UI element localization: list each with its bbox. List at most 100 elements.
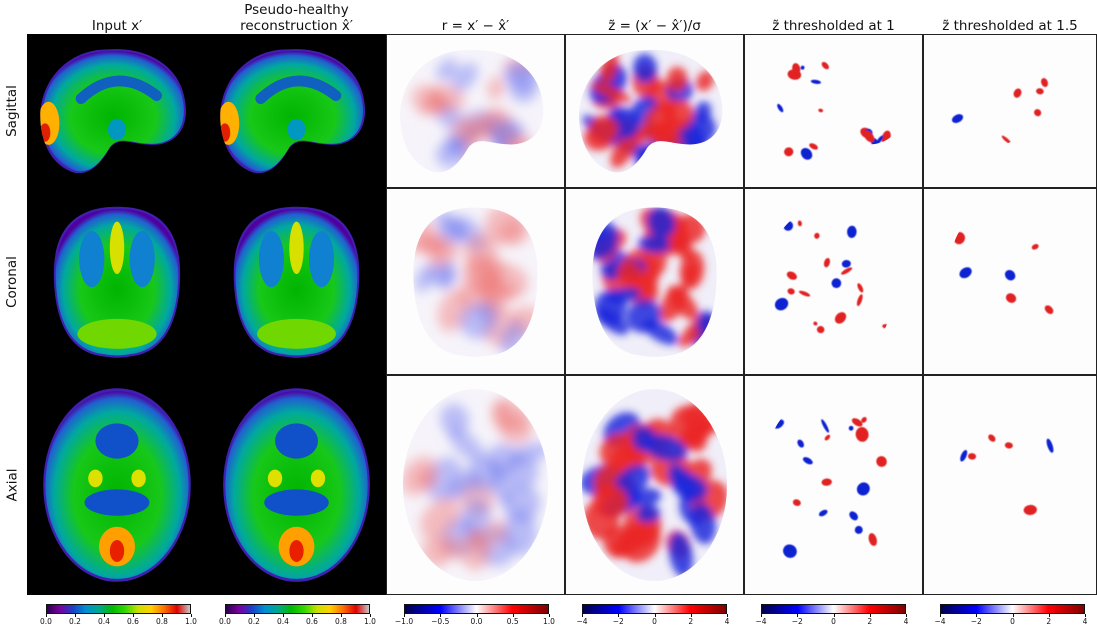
tick-label: 0	[652, 617, 657, 626]
panel-sagittal-resid	[386, 34, 565, 188]
brain-slice-image	[951, 78, 1048, 144]
panel-coronal-resid	[386, 188, 565, 375]
tick-label: 0.2	[248, 617, 260, 626]
tick-mark	[797, 614, 799, 617]
colorbar-ticks: −4 −2 0 2 4	[755, 614, 909, 631]
tick-label: 0.4	[277, 617, 289, 626]
tick-mark	[283, 614, 284, 617]
brain-slice-image	[43, 388, 191, 582]
tick-mark	[940, 614, 941, 617]
brain-slice-image	[53, 206, 181, 358]
tick-mark	[582, 614, 583, 617]
panel-axial-z	[565, 375, 744, 595]
tick-label: 0.8	[156, 617, 168, 626]
tick-label: −4	[934, 617, 946, 626]
tick-label: 0.5	[506, 617, 519, 626]
column-title-z: z̃ = (x′ − x̂′)/σ	[565, 0, 744, 34]
tick-mark	[976, 614, 978, 617]
panel-axial-input	[27, 375, 207, 595]
tick-label: 4	[724, 617, 730, 626]
colorbar-recon	[225, 604, 370, 614]
tick-label: −1.0	[394, 617, 414, 626]
brain-slice-image	[592, 207, 717, 357]
tick-mark	[618, 614, 620, 617]
column-title-line: r = x′ − x̂′	[441, 18, 510, 34]
panel-coronal-z	[565, 188, 744, 375]
tick-mark	[690, 614, 692, 617]
tick-label: 0.6	[306, 617, 318, 626]
colorbar-ticks: 0.0 0.2 0.4 0.6 0.8 1.0	[40, 614, 197, 631]
brain-slice-image	[773, 417, 887, 558]
tick-label: 0.6	[127, 617, 139, 626]
tick-label: −2	[970, 617, 982, 626]
tick-label: 0	[831, 617, 836, 626]
brain-slice-image	[223, 388, 370, 582]
tick-label: 0.8	[335, 617, 347, 626]
tick-label: 0.4	[98, 617, 110, 626]
tick-label: −4	[576, 617, 588, 626]
tick-mark	[75, 614, 76, 617]
panel-sagittal-input	[27, 34, 207, 188]
brain-slice-image	[777, 61, 891, 160]
tick-label: 4	[903, 617, 909, 626]
tick-mark	[869, 614, 871, 617]
brain-slice-image	[413, 207, 538, 357]
column-title-line: reconstruction x̂′	[240, 18, 353, 34]
brain-slice-image	[579, 49, 723, 173]
brain-slice-image	[400, 49, 544, 173]
panel-axial-resid	[386, 375, 565, 595]
column-title-input: Input x′	[27, 0, 207, 34]
tick-mark	[1012, 614, 1014, 617]
panel-coronal-recon	[207, 188, 386, 375]
tick-mark	[654, 614, 656, 617]
column-title-line: Pseudo-healthy	[244, 2, 349, 18]
tick-label: 1.0	[543, 617, 555, 626]
tick-mark	[549, 614, 550, 617]
column-title-zt15: z̃ thresholded at 1.5	[923, 0, 1097, 34]
tick-mark	[133, 614, 134, 617]
tick-label: 4	[1082, 617, 1088, 626]
panel-axial-zt1	[744, 375, 923, 595]
tick-label: −2	[612, 617, 624, 626]
tick-mark	[104, 614, 105, 617]
tick-mark	[46, 614, 47, 617]
panel-axial-zt15	[923, 375, 1097, 595]
colorbar-z	[582, 604, 727, 614]
colorbar-zt1	[761, 604, 906, 614]
tick-mark	[1048, 614, 1050, 617]
tick-mark	[906, 614, 907, 617]
brain-slice-image	[953, 231, 1054, 314]
panel-sagittal-zt1	[744, 34, 923, 188]
panel-coronal-zt1	[744, 188, 923, 375]
column-title-zt1: z̃ thresholded at 1	[744, 0, 923, 34]
brain-slice-image	[960, 434, 1054, 516]
tick-label: 0.0	[219, 617, 231, 626]
tick-label: 0	[1010, 617, 1015, 626]
tick-mark	[370, 614, 371, 617]
column-title-recon: Pseudo-healthy reconstruction x̂′	[207, 0, 386, 34]
colorbar-ticks: −4 −2 0 2 4	[934, 614, 1088, 631]
tick-label: 0.2	[69, 617, 81, 626]
tick-label: 2	[1046, 617, 1052, 626]
tick-mark	[312, 614, 313, 617]
tick-mark	[833, 614, 835, 617]
column-title-line: z̃ = (x′ − x̂′)/σ	[608, 18, 701, 34]
brain-slice-image	[233, 206, 360, 358]
row-label-sagittal: Sagittal	[4, 85, 20, 137]
colorbar-input	[46, 604, 191, 614]
tick-label: 2	[688, 617, 694, 626]
tick-mark	[162, 614, 163, 617]
brain-slice-image	[774, 220, 889, 334]
brain-slice-image	[40, 49, 186, 174]
colorbar-zt15	[940, 604, 1085, 614]
tick-label: 2	[867, 617, 873, 626]
panel-sagittal-zt15	[923, 34, 1097, 188]
row-label-coronal: Coronal	[4, 255, 20, 308]
panel-coronal-input	[27, 188, 207, 375]
colorbar-ticks: −4 −2 0 2 4	[576, 614, 730, 631]
column-title-line: Input x′	[91, 18, 143, 34]
tick-mark	[440, 614, 442, 617]
tick-mark	[476, 614, 478, 617]
colorbar-ticks: −1.0 −0.5 0.0 0.5 1.0	[395, 614, 555, 631]
column-title-line: z̃ thresholded at 1.5	[942, 18, 1078, 34]
